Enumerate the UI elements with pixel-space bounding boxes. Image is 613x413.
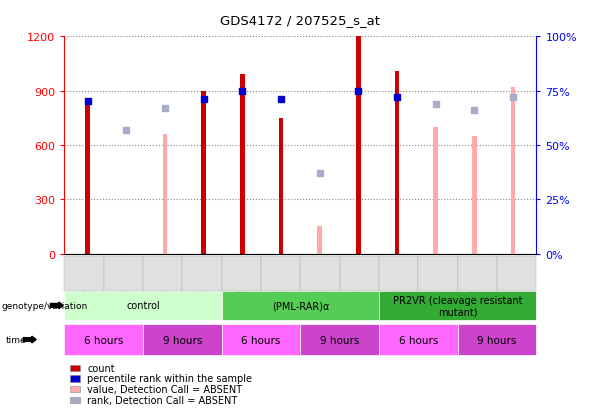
Point [508,95,518,101]
Bar [201,91,206,254]
Bar [511,88,516,254]
Text: GDS4172 / 207525_s_at: GDS4172 / 207525_s_at [220,14,381,27]
Bar [240,75,245,254]
Bar [472,137,477,254]
Text: count: count [87,363,115,373]
Point [315,171,325,177]
Point [470,107,479,114]
Point [237,88,247,95]
Bar [433,128,438,254]
Text: time: time [6,335,27,344]
Text: percentile rank within the sample: percentile rank within the sample [87,373,252,384]
Point [83,99,93,105]
Bar [318,227,322,254]
Bar [162,135,167,254]
Point [354,88,364,95]
Point [121,127,131,134]
Point [160,105,170,112]
Text: genotype/variation: genotype/variation [1,301,88,310]
Text: value, Detection Call = ABSENT: value, Detection Call = ABSENT [87,384,242,394]
Text: 9 hours: 9 hours [162,335,202,345]
Point [199,97,208,103]
Point [276,97,286,103]
Text: 6 hours: 6 hours [242,335,281,345]
Text: rank, Detection Call = ABSENT: rank, Detection Call = ABSENT [87,395,237,405]
Text: 6 hours: 6 hours [84,335,123,345]
Bar [279,119,283,254]
Text: 6 hours: 6 hours [398,335,438,345]
Text: control: control [126,301,160,311]
Text: 9 hours: 9 hours [478,335,517,345]
Text: 9 hours: 9 hours [320,335,359,345]
Point [431,101,441,108]
Bar [85,106,90,254]
Bar [395,71,400,254]
Bar [356,37,360,254]
Point [392,95,402,101]
Text: (PML-RAR)α: (PML-RAR)α [272,301,329,311]
Text: PR2VR (cleavage resistant
mutant): PR2VR (cleavage resistant mutant) [393,295,522,316]
